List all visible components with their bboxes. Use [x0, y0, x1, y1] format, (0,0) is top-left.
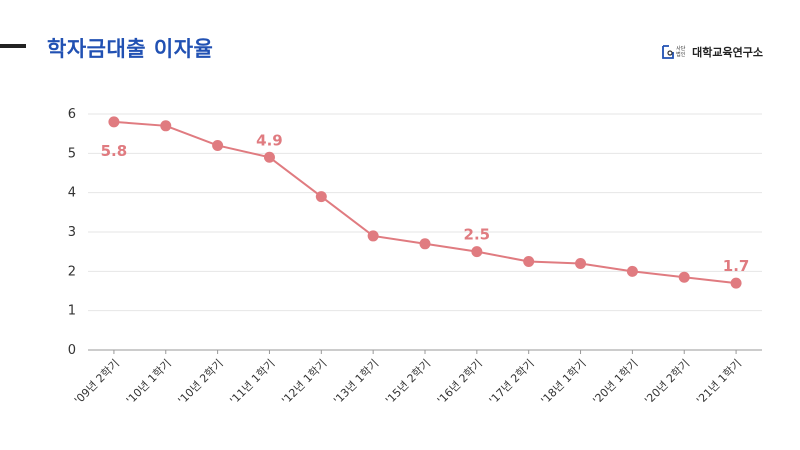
title-accent-bar: [0, 44, 26, 48]
data-point: [419, 238, 431, 250]
y-axis: 0 1 2 3 4 5 6: [68, 107, 76, 358]
data-point: [108, 116, 120, 128]
x-tick-label: '21년 1학기: [694, 357, 744, 407]
y-tick-label: 6: [68, 107, 76, 122]
brand-sub-text: 사단 법인: [676, 46, 685, 58]
grid-lines: [88, 113, 762, 312]
x-tick-label: '13년 1학기: [331, 357, 381, 407]
page-title: 학자금대출 이자율: [47, 37, 214, 61]
y-tick-label: 2: [68, 264, 76, 279]
y-tick-label: 1: [68, 304, 76, 319]
data-label: 2.5: [464, 226, 491, 244]
data-point: [626, 265, 638, 277]
x-tick-label: '10년 1학기: [124, 357, 174, 407]
x-tick-label: '20년 2학기: [642, 357, 692, 407]
data-label: 1.7: [723, 257, 750, 275]
brand-name: 대학교육연구소: [692, 46, 763, 59]
data-point: [367, 230, 379, 242]
x-tick-label: '09년 2학기: [72, 357, 122, 407]
brand-mark-icon: [662, 45, 675, 59]
data-label: 4.9: [256, 131, 283, 149]
brand-logo: 사단 법인 대학교육연구소: [662, 42, 763, 62]
y-tick-label: 3: [68, 225, 76, 240]
x-tick-label: '17년 2학기: [487, 357, 537, 407]
data-point: [212, 139, 224, 151]
x-tick-label: '12년 1학기: [279, 357, 329, 407]
x-tick-label: '10년 2학기: [176, 357, 226, 407]
x-tick-label: '15년 2학기: [383, 357, 433, 407]
y-tick-label: 5: [68, 146, 76, 161]
data-labels: 5.8 4.9 2.5 1.7: [101, 131, 750, 275]
x-tick-label: '18년 1학기: [539, 357, 589, 407]
data-point: [263, 151, 275, 163]
brand-sub-line1: 사단: [676, 46, 686, 52]
y-tick-label: 0: [68, 343, 76, 358]
data-point: [315, 191, 327, 203]
data-point: [471, 246, 483, 258]
series-line: [113, 120, 737, 285]
x-tick-label: '11년 1학기: [227, 357, 277, 407]
x-tick-label: '20년 1학기: [590, 357, 640, 407]
y-tick-label: 4: [68, 186, 76, 201]
data-point: [523, 256, 535, 267]
data-label: 5.8: [101, 142, 128, 160]
data-point: [160, 120, 172, 132]
series-layer: [108, 116, 742, 289]
data-point: [575, 257, 587, 269]
brand-emblem: 사단 법인: [662, 42, 688, 62]
brand-sub-line2: 법인: [676, 52, 686, 58]
data-point: [678, 271, 690, 283]
data-point: [730, 277, 742, 289]
x-axis: '09년 2학기 '10년 1학기 '10년 2학기 '11년 1학기 '12년 1학기…: [72, 349, 762, 407]
x-tick-label: '16년 2학기: [435, 357, 485, 407]
